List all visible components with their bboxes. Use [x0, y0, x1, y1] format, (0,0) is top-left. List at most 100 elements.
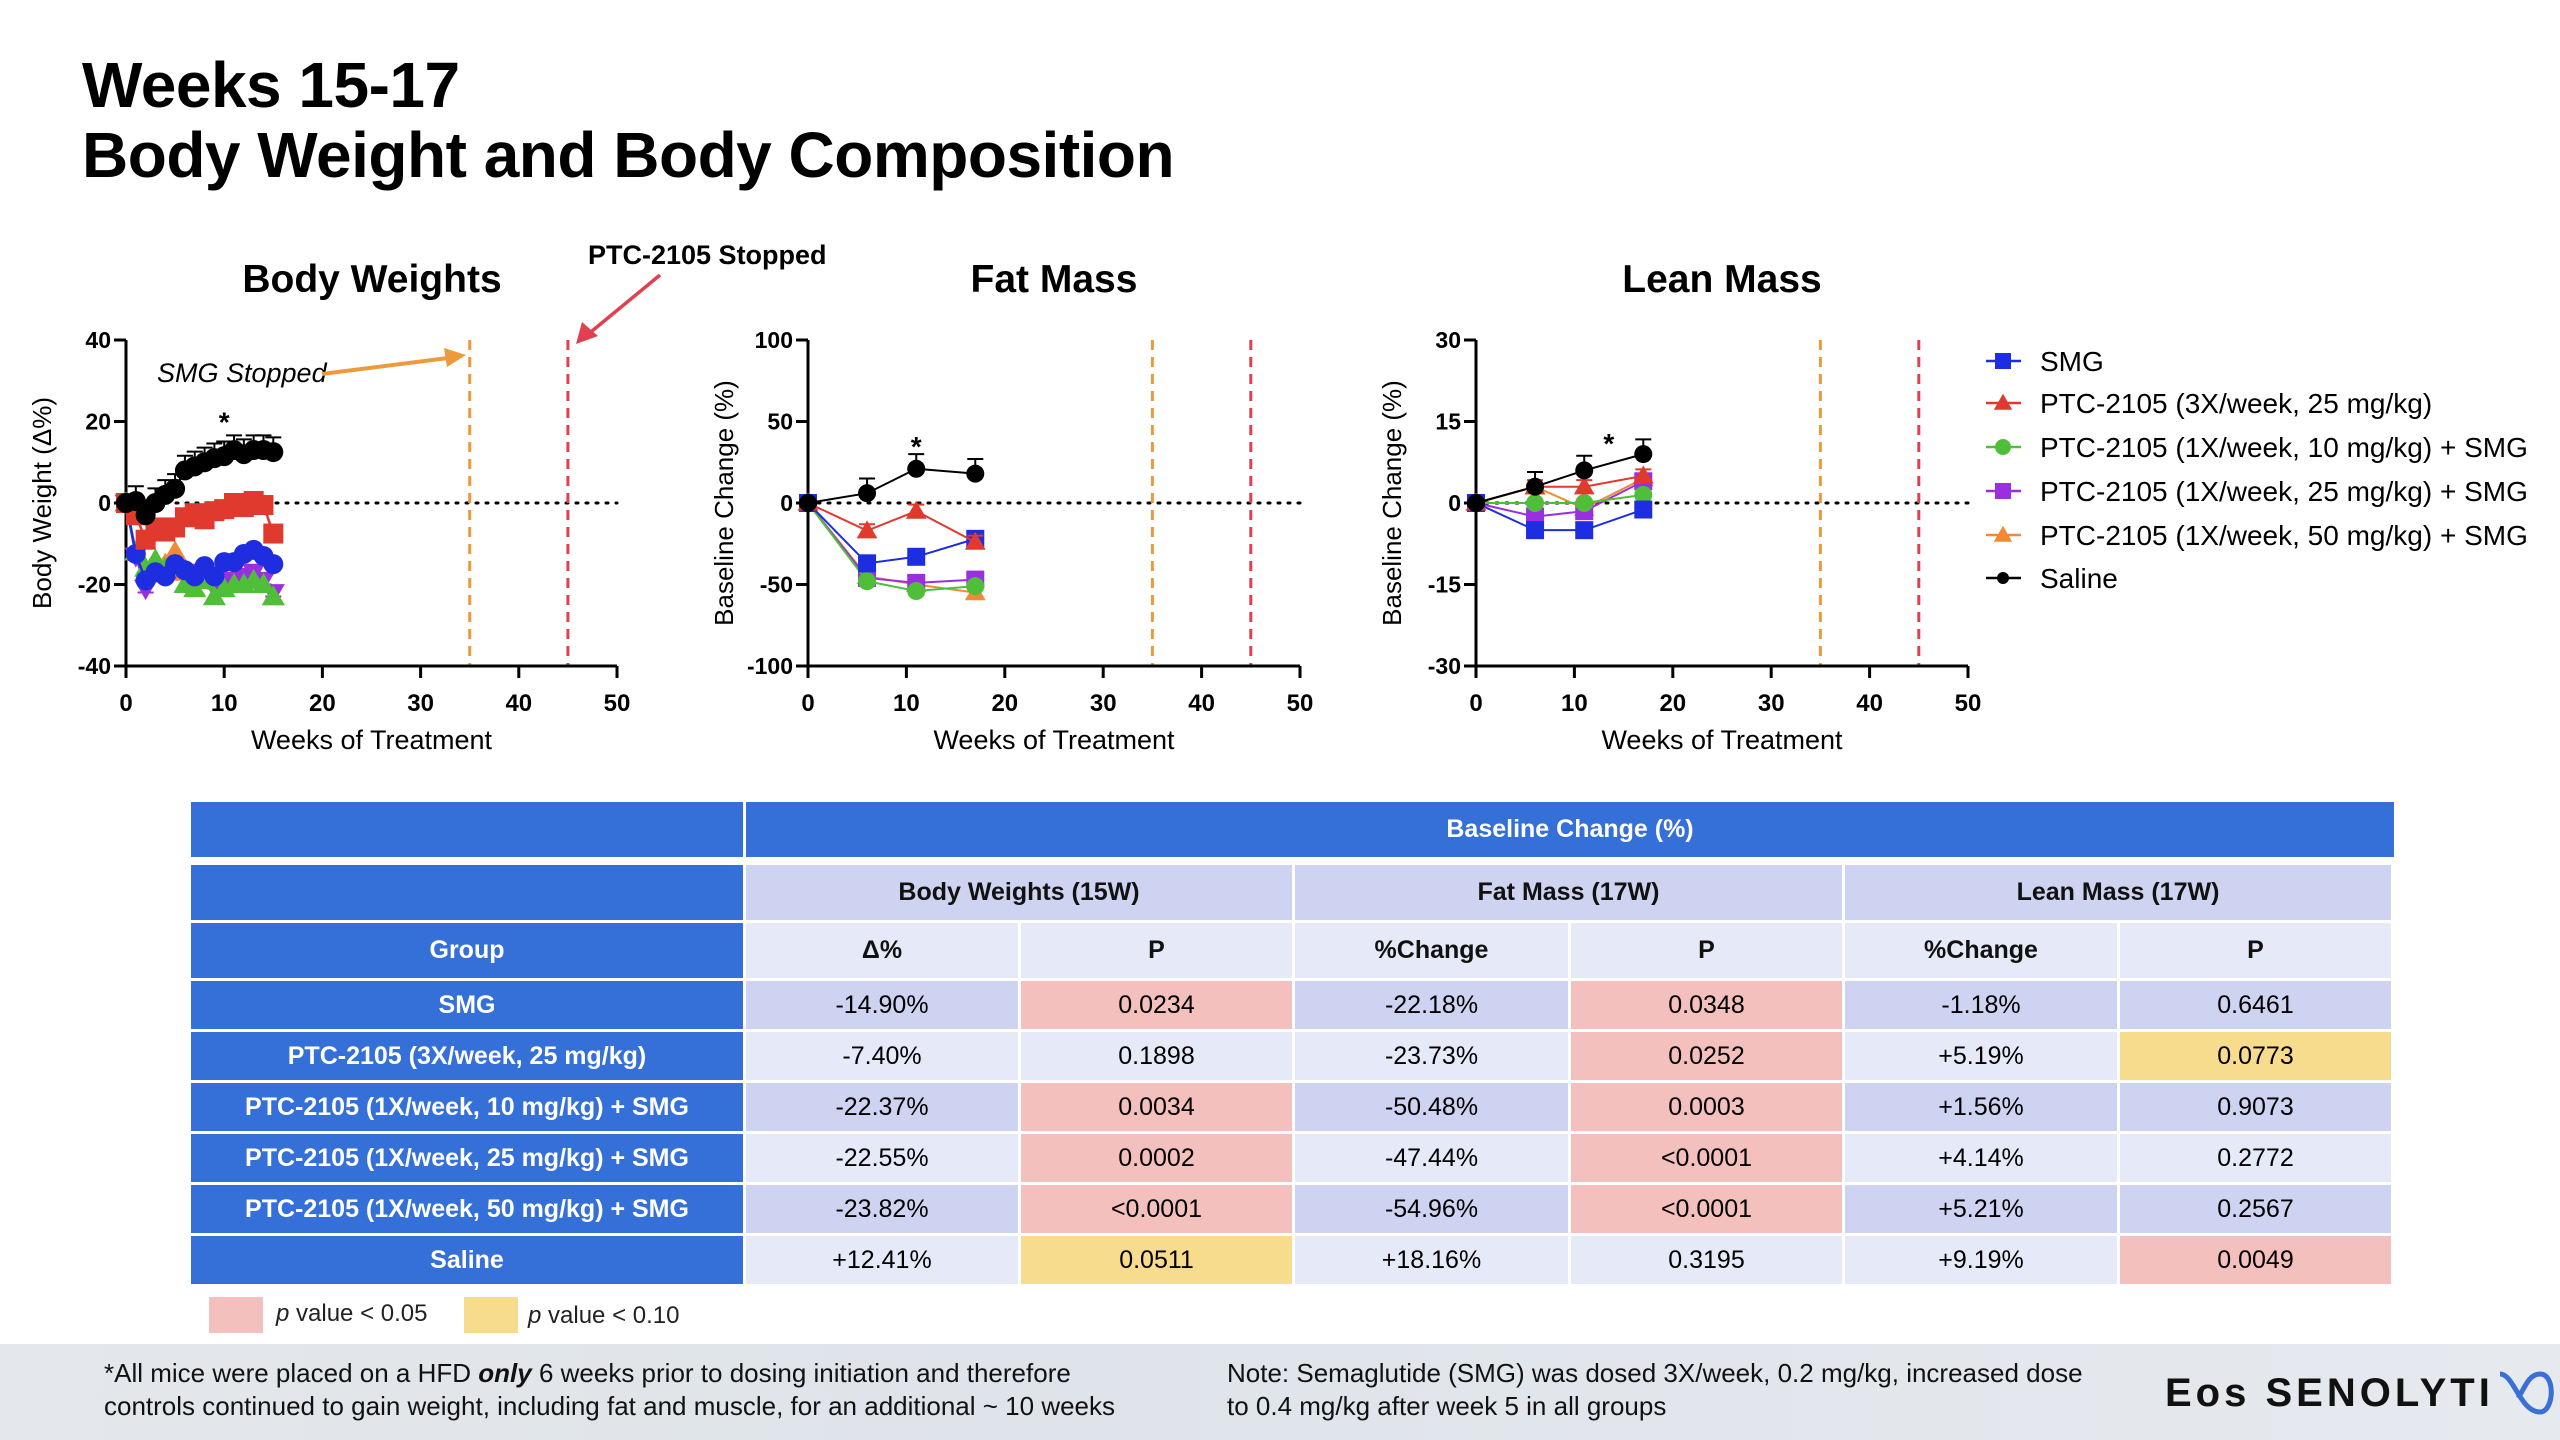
series-line-saline: [807, 467, 976, 504]
table-cell: -14.90%: [746, 981, 1018, 1029]
p05-swatch: [209, 1297, 263, 1333]
data-point-ptc3x: [905, 500, 927, 519]
smg-stopped-arrowhead: [444, 348, 466, 367]
table-cell: 0.0049: [2120, 1236, 2391, 1284]
table-cell: 0.0252: [1571, 1032, 1842, 1080]
series-line-smg: [807, 502, 976, 565]
data-point-ptc3x: [964, 531, 986, 550]
p10-swatch: [464, 1297, 518, 1333]
column-header: P: [1021, 923, 1292, 978]
series-line-ptc1x50: [807, 502, 976, 594]
data-point-ptc3x: [1573, 476, 1595, 495]
y-tick-label: 20: [85, 409, 111, 435]
table-cell: 0.0002: [1021, 1134, 1292, 1182]
y-axis-label: Baseline Change (%): [1377, 380, 1407, 626]
footnote-right: Note: Semaglutide (SMG) was dosed 3X/wee…: [1227, 1358, 2083, 1421]
legend-item-saline: Saline: [1986, 563, 2118, 594]
x-tick-label: 20: [991, 690, 1018, 717]
table-cell: 0.3195: [1571, 1236, 1842, 1284]
column-header: Group: [191, 923, 743, 978]
y-tick-label: -30: [1428, 653, 1461, 679]
data-point-ptc1x10: [251, 573, 275, 593]
table-cell: -7.40%: [746, 1032, 1018, 1080]
y-tick-label: 30: [1435, 327, 1461, 353]
legend-marker-icon: [1995, 439, 2011, 455]
x-axis-label: Weeks of Treatment: [251, 725, 493, 755]
chart-title: Body Weights: [242, 258, 501, 301]
smg-stopped-arrow-line: [321, 356, 449, 376]
data-point-saline: [1467, 494, 1485, 512]
y-axis-label: Baseline Change (%): [709, 380, 739, 626]
table-cell: +18.16%: [1295, 1236, 1568, 1284]
column-header: P: [2120, 923, 2391, 978]
table-cell: +4.14%: [1845, 1134, 2117, 1182]
x-tick-label: 30: [407, 690, 434, 717]
legend-marker-icon: [1995, 483, 2011, 499]
y-axis-label: Body Weight (Δ%): [27, 397, 57, 609]
significance-star: *: [219, 407, 230, 438]
x-tick-label: 40: [1188, 690, 1215, 717]
slide-title: Weeks 15-17 Body Weight and Body Composi…: [82, 50, 1175, 190]
x-tick-label: 20: [1659, 690, 1686, 717]
y-tick-label: -50: [760, 572, 793, 598]
data-point-smg: [1634, 500, 1653, 519]
legend-label: SMG: [2040, 346, 2104, 377]
table-cell: <0.0001: [1571, 1185, 1842, 1233]
series-line-ptc3x: [807, 502, 976, 544]
data-point-saline: [858, 484, 877, 503]
chart-title: Lean Mass: [1622, 258, 1821, 301]
data-point-smg: [263, 554, 284, 575]
x-tick-label: 40: [1856, 690, 1883, 717]
data-point-saline: [165, 478, 186, 499]
data-point-smg: [1526, 521, 1545, 540]
charts-area: Body Weights -40 -20 0 20 40 0 10 20 30 40 50 Weeks …: [27, 240, 2528, 755]
table-cell: -22.37%: [746, 1083, 1018, 1131]
y-tick-label: 0: [1448, 490, 1461, 516]
table-cell: 0.0034: [1021, 1083, 1292, 1131]
data-point-saline: [907, 459, 926, 478]
group-header: Body Weights (15W): [746, 865, 1292, 920]
x-tick-label: 40: [505, 690, 532, 717]
table-row-group: PTC-2105 (1X/week, 50 mg/kg) + SMG: [191, 1185, 743, 1233]
data-point-saline: [125, 490, 146, 511]
legend-item-ptc1x50: PTC-2105 (1X/week, 50 mg/kg) + SMG: [1986, 520, 2528, 551]
table-cell: <0.0001: [1021, 1185, 1292, 1233]
data-point-ptc3x: [856, 520, 878, 539]
data-point-saline: [1634, 445, 1653, 464]
footer-band: [0, 1344, 2560, 1440]
data-point-smg: [907, 547, 926, 566]
table-cell: 0.9073: [2120, 1083, 2391, 1131]
footnote-left: *All mice were placed on a HFD only 6 we…: [104, 1358, 1116, 1421]
p10-label: p value < 0.10: [528, 1302, 680, 1329]
table-cell: 0.2567: [2120, 1185, 2391, 1233]
legend-label: PTC-2105 (1X/week, 25 mg/kg) + SMG: [2040, 476, 2528, 507]
data-point-ptc3x: [263, 523, 284, 544]
logo-text: Eos SENOLYTI: [2165, 1370, 2494, 1415]
table-cell: 0.2772: [2120, 1134, 2391, 1182]
y-tick-label: 100: [755, 327, 793, 353]
x-tick-label: 50: [1955, 690, 1982, 717]
stop-annotations: SMG Stopped PTC-2105 Stopped: [157, 240, 827, 388]
p05-label: p value < 0.05: [276, 1300, 428, 1327]
table-group-header-blank: [191, 865, 743, 920]
x-tick-label: 50: [604, 690, 631, 717]
data-point-saline: [799, 494, 817, 512]
x-tick-label: 30: [1090, 690, 1117, 717]
x-tick-label: 20: [309, 690, 336, 717]
legend-label: PTC-2105 (1X/week, 10 mg/kg) + SMG: [2040, 432, 2528, 463]
x-tick-label: 0: [801, 690, 814, 717]
legend-item-ptc1x10: PTC-2105 (1X/week, 10 mg/kg) + SMG: [1986, 432, 2528, 463]
series-line-saline: [1475, 453, 1644, 504]
x-tick-label: 0: [119, 690, 132, 717]
data-point-ptc1x10: [143, 548, 167, 569]
legend-label: PTC-2105 (1X/week, 50 mg/kg) + SMG: [2040, 520, 2528, 551]
x-axis-label: Weeks of Treatment: [1601, 725, 1843, 755]
x-tick-label: 30: [1758, 690, 1785, 717]
table-cell: <0.0001: [1571, 1134, 1842, 1182]
data-point-saline: [263, 442, 284, 463]
table-cell: -1.18%: [1845, 981, 2117, 1029]
x-tick-label: 10: [893, 690, 920, 717]
chart-fat-mass: Fat Mass -100 -50 0 50 100 0 10 20 30 40 50 Weeks of…: [709, 258, 1313, 755]
series-line-ptc1x10: [807, 502, 976, 593]
significance-star: *: [1603, 428, 1614, 459]
